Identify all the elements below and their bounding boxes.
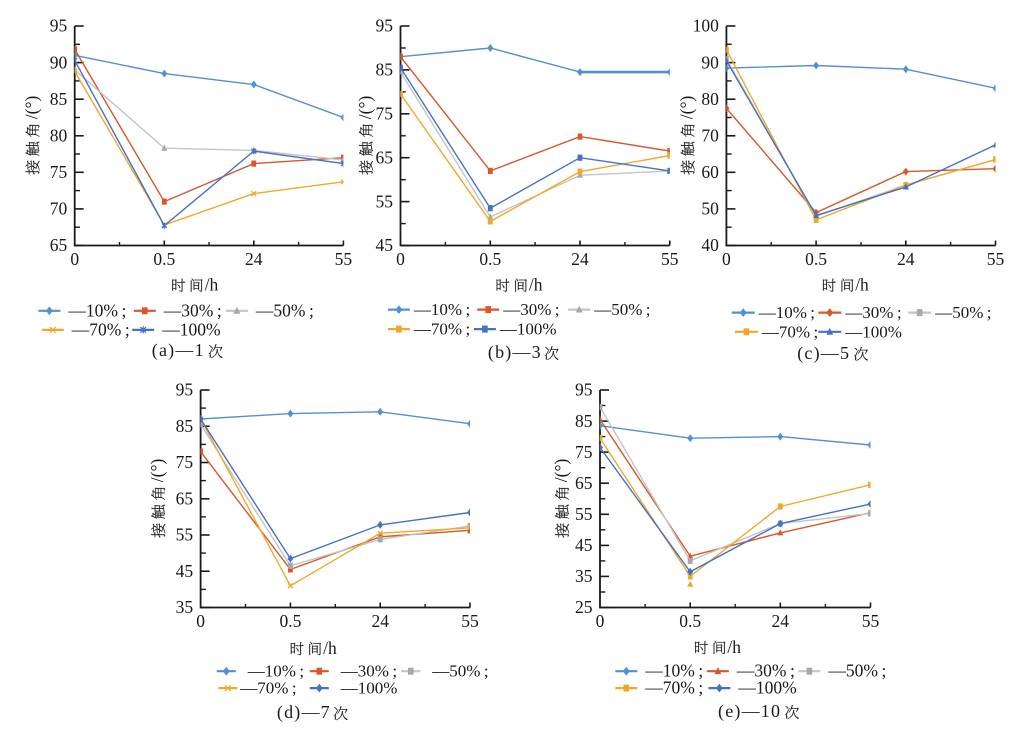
svg-text:—50% ;: —50% ; bbox=[593, 300, 650, 319]
svg-text:—30% ;: —30% ; bbox=[163, 300, 222, 320]
svg-text:50: 50 bbox=[701, 199, 719, 219]
svg-text:—100%: —100% bbox=[499, 320, 557, 339]
svg-text:—10% ;: —10% ; bbox=[758, 303, 815, 322]
svg-text:35: 35 bbox=[176, 597, 194, 617]
svg-text:/(°): /(°) bbox=[355, 96, 375, 120]
svg-text:55: 55 bbox=[461, 611, 479, 631]
svg-text:45: 45 bbox=[575, 535, 593, 555]
svg-text:85: 85 bbox=[376, 60, 394, 80]
svg-text:75: 75 bbox=[176, 452, 194, 472]
svg-text:24: 24 bbox=[571, 249, 589, 269]
svg-text:80: 80 bbox=[701, 89, 719, 109]
svg-text:65: 65 bbox=[50, 235, 68, 255]
svg-text:(d)—7: (d)—7 bbox=[277, 702, 331, 723]
svg-text:—10% ;: —10% ; bbox=[413, 300, 470, 319]
svg-text:80: 80 bbox=[50, 125, 68, 145]
svg-text:/h: /h bbox=[855, 275, 869, 295]
svg-text:95: 95 bbox=[50, 16, 68, 36]
svg-text:—100%: —100% bbox=[161, 319, 220, 339]
svg-text:0.5: 0.5 bbox=[279, 611, 301, 631]
svg-text:75: 75 bbox=[575, 442, 593, 462]
svg-text:—100%: —100% bbox=[737, 678, 796, 698]
svg-text:55: 55 bbox=[176, 525, 194, 545]
svg-text:—10% ;: —10% ; bbox=[247, 662, 304, 681]
svg-text:0: 0 bbox=[396, 249, 405, 269]
svg-text:(b)—3: (b)—3 bbox=[488, 342, 542, 363]
svg-text:85: 85 bbox=[50, 89, 68, 109]
svg-text:—70% ;: —70% ; bbox=[71, 319, 130, 339]
svg-text:/h: /h bbox=[323, 638, 337, 658]
svg-text:—50% ;: —50% ; bbox=[431, 662, 488, 681]
svg-text:/(°): /(°) bbox=[677, 96, 697, 120]
svg-text:55: 55 bbox=[335, 249, 353, 269]
svg-text:(e)—10: (e)—10 bbox=[718, 701, 781, 722]
svg-text:—10% ;: —10% ; bbox=[67, 300, 126, 320]
svg-text:95: 95 bbox=[376, 16, 394, 36]
svg-text:—50% ;: —50% ; bbox=[934, 303, 991, 322]
svg-text:0: 0 bbox=[722, 249, 731, 269]
svg-text:60: 60 bbox=[701, 162, 719, 182]
svg-text:90: 90 bbox=[50, 52, 68, 72]
svg-text:—30% ;: —30% ; bbox=[502, 300, 559, 319]
svg-text:—70% ;: —70% ; bbox=[239, 679, 296, 698]
svg-text:0: 0 bbox=[596, 611, 605, 631]
svg-text:—50% ;: —50% ; bbox=[255, 300, 314, 320]
svg-text:—30% ;: —30% ; bbox=[736, 661, 795, 681]
svg-text:55: 55 bbox=[862, 611, 880, 631]
svg-text:85: 85 bbox=[575, 411, 593, 431]
svg-text:0: 0 bbox=[70, 249, 79, 269]
svg-text:0.5: 0.5 bbox=[479, 249, 501, 269]
svg-text:25: 25 bbox=[575, 597, 593, 617]
svg-text:—10% ;: —10% ; bbox=[644, 661, 703, 681]
svg-text:65: 65 bbox=[376, 147, 394, 167]
svg-text:—50% ;: —50% ; bbox=[827, 661, 886, 681]
svg-text:/(°): /(°) bbox=[147, 459, 167, 483]
svg-text:(a)—1: (a)—1 bbox=[152, 340, 205, 361]
svg-text:65: 65 bbox=[176, 488, 194, 508]
svg-text:—70% ;: —70% ; bbox=[644, 678, 703, 698]
svg-text:70: 70 bbox=[50, 199, 68, 219]
svg-text:0: 0 bbox=[196, 611, 205, 631]
svg-text:45: 45 bbox=[376, 235, 394, 255]
svg-text:45: 45 bbox=[176, 561, 194, 581]
svg-text:0.5: 0.5 bbox=[805, 249, 827, 269]
svg-text:—30% ;: —30% ; bbox=[844, 303, 901, 322]
svg-text:75: 75 bbox=[376, 104, 394, 124]
svg-text:24: 24 bbox=[371, 611, 389, 631]
svg-text:—70% ;: —70% ; bbox=[761, 322, 818, 341]
svg-text:75: 75 bbox=[50, 162, 68, 182]
svg-text:—100%: —100% bbox=[844, 322, 902, 341]
svg-text:100: 100 bbox=[693, 16, 720, 36]
svg-text:24: 24 bbox=[772, 611, 790, 631]
svg-text:—30% ;: —30% ; bbox=[340, 662, 397, 681]
svg-text:55: 55 bbox=[987, 249, 1005, 269]
svg-text:0.5: 0.5 bbox=[153, 249, 175, 269]
svg-text:70: 70 bbox=[701, 125, 719, 145]
svg-text:85: 85 bbox=[176, 416, 194, 436]
svg-text:0.5: 0.5 bbox=[679, 611, 701, 631]
svg-text:24: 24 bbox=[245, 249, 263, 269]
svg-text:/(°): /(°) bbox=[551, 459, 571, 483]
svg-text:55: 55 bbox=[575, 504, 593, 524]
svg-text:40: 40 bbox=[701, 235, 719, 255]
svg-text:95: 95 bbox=[176, 380, 194, 400]
svg-text:—70% ;: —70% ; bbox=[413, 320, 470, 339]
svg-text:35: 35 bbox=[575, 566, 593, 586]
svg-text:/h: /h bbox=[727, 637, 741, 657]
svg-text:55: 55 bbox=[661, 249, 679, 269]
svg-text:65: 65 bbox=[575, 473, 593, 493]
svg-text:95: 95 bbox=[575, 380, 593, 400]
svg-text:—100%: —100% bbox=[340, 679, 398, 698]
svg-text:/(°): /(°) bbox=[22, 96, 42, 120]
svg-text:/h: /h bbox=[529, 275, 543, 295]
svg-text:/h: /h bbox=[205, 275, 219, 295]
svg-text:(c)—5: (c)—5 bbox=[797, 343, 850, 364]
svg-text:24: 24 bbox=[897, 249, 915, 269]
svg-text:90: 90 bbox=[701, 52, 719, 72]
svg-text:55: 55 bbox=[376, 191, 394, 211]
